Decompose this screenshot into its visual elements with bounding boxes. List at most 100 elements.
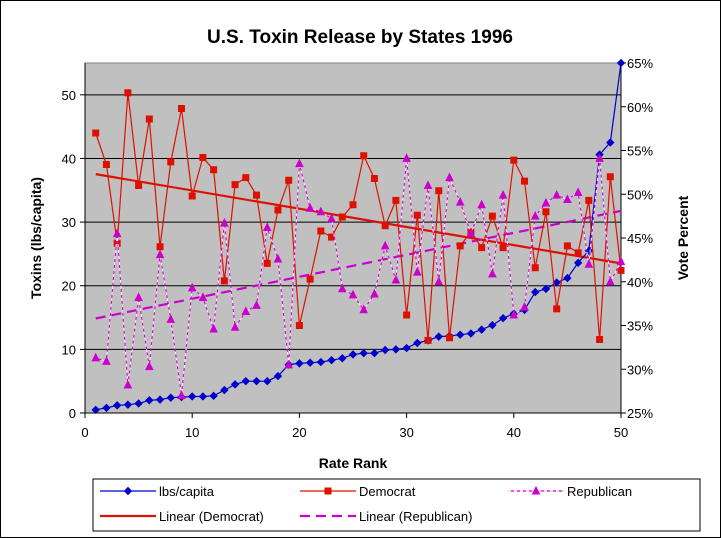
data-point-republican xyxy=(466,228,476,238)
data-point-lbs-capita xyxy=(327,355,336,365)
data-point-lbs-capita xyxy=(541,284,551,294)
data-point-republican xyxy=(584,259,594,268)
data-point-democrat xyxy=(102,161,110,168)
data-point-democrat xyxy=(135,182,143,189)
data-point-democrat xyxy=(360,152,368,160)
y2-tick-label: 35% xyxy=(627,319,653,334)
data-point-republican xyxy=(241,306,251,315)
data-point-democrat xyxy=(210,166,218,174)
data-point-republican xyxy=(155,249,165,259)
data-point-democrat xyxy=(392,196,400,204)
data-point-lbs-capita xyxy=(187,392,197,401)
data-point-republican xyxy=(112,228,122,238)
y-tick-label: 20 xyxy=(62,279,76,294)
data-point-republican xyxy=(337,283,347,293)
data-point-democrat xyxy=(499,244,507,252)
data-point-republican xyxy=(595,153,604,162)
data-point-democrat xyxy=(403,311,411,319)
data-point-lbs-capita xyxy=(552,278,561,287)
data-point-republican xyxy=(541,197,551,207)
trendline-republican xyxy=(95,209,622,320)
data-point-democrat xyxy=(113,239,121,247)
x-tick-label: 30 xyxy=(399,425,413,440)
data-point-democrat xyxy=(435,187,443,195)
data-point-lbs-capita xyxy=(112,401,122,410)
data-point-republican xyxy=(616,256,626,266)
data-point-republican xyxy=(123,379,133,389)
legend: lbs/capita Democrat Republican Linear (Demo… xyxy=(100,484,632,524)
legend-label: Linear (Republican) xyxy=(359,509,472,524)
data-point-republican xyxy=(284,359,293,369)
data-point-lbs-capita xyxy=(145,396,154,405)
data-point-lbs-capita xyxy=(616,58,626,68)
data-point-republican xyxy=(380,240,390,250)
data-point-lbs-capita xyxy=(488,320,497,330)
data-point-republican xyxy=(91,352,101,362)
data-point-lbs-capita xyxy=(477,325,486,334)
data-point-lbs-capita xyxy=(466,329,476,338)
y-tick-label: 50 xyxy=(62,88,76,103)
x-tick-label: 0 xyxy=(81,425,88,440)
legend-marker xyxy=(531,485,541,495)
data-point-republican xyxy=(573,187,583,196)
x-tick-label: 10 xyxy=(185,425,199,440)
x-tick-label: 20 xyxy=(292,425,306,440)
data-point-republican xyxy=(455,197,465,206)
data-point-republican xyxy=(209,323,218,333)
data-point-democrat xyxy=(606,173,614,181)
data-point-democrat xyxy=(242,174,250,182)
y-axis-label: Toxins (lbs/capita) xyxy=(28,177,44,299)
data-point-democrat xyxy=(231,181,239,189)
legend-box xyxy=(92,478,701,532)
data-point-democrat xyxy=(349,201,357,209)
data-point-democrat xyxy=(199,154,207,161)
y2-axis-label: Vote Percent xyxy=(675,195,691,280)
chart-title: U.S. Toxin Release by States 1996 xyxy=(207,27,513,48)
data-point-lbs-capita xyxy=(338,354,347,363)
data-point-republican xyxy=(316,206,326,216)
y-tick-label: 0 xyxy=(69,406,76,421)
data-point-democrat xyxy=(617,266,625,274)
data-point-republican xyxy=(359,304,369,314)
gridlines xyxy=(85,94,621,350)
x-tick-label: 40 xyxy=(507,425,521,440)
legend-label: lbs/capita xyxy=(159,484,215,499)
series-line-dash-republican xyxy=(95,158,622,396)
data-point-democrat xyxy=(585,196,593,204)
data-point-lbs-capita xyxy=(573,258,583,268)
data-point-republican xyxy=(134,292,143,301)
data-point-republican xyxy=(445,172,454,182)
data-point-republican xyxy=(145,361,154,371)
data-point-republican xyxy=(498,190,508,199)
data-point-lbs-capita xyxy=(273,371,283,381)
data-point-democrat xyxy=(542,208,550,216)
legend-label: Democrat xyxy=(359,484,416,499)
data-point-democrat xyxy=(574,249,582,257)
data-point-republican xyxy=(530,211,540,220)
data-point-democrat xyxy=(381,222,389,230)
legend-item-linear-democrat: Linear (Democrat) xyxy=(100,509,264,524)
data-point-lbs-capita xyxy=(498,313,508,323)
y-tick-label: 40 xyxy=(62,151,76,166)
data-point-republican xyxy=(166,314,176,323)
data-point-republican xyxy=(413,267,422,276)
y-tick-label: 30 xyxy=(62,215,76,230)
legend-item-democrat: Democrat xyxy=(300,484,416,499)
trendline-democrat xyxy=(95,173,622,265)
y2-tick-label: 55% xyxy=(627,144,653,159)
data-point-democrat xyxy=(263,259,271,267)
data-point-republican xyxy=(563,194,572,203)
data-point-republican xyxy=(187,282,197,292)
trendlines xyxy=(95,173,622,320)
data-point-lbs-capita xyxy=(402,343,411,353)
data-point-republican xyxy=(305,203,315,212)
data-point-lbs-capita xyxy=(134,399,143,408)
series-line-democrat xyxy=(95,92,622,341)
data-point-lbs-capita xyxy=(391,345,401,354)
data-point-lbs-capita xyxy=(455,330,465,339)
data-point-republican xyxy=(605,276,615,286)
data-point-democrat xyxy=(295,322,303,329)
data-point-lbs-capita xyxy=(230,380,240,389)
data-point-republican xyxy=(198,292,208,301)
